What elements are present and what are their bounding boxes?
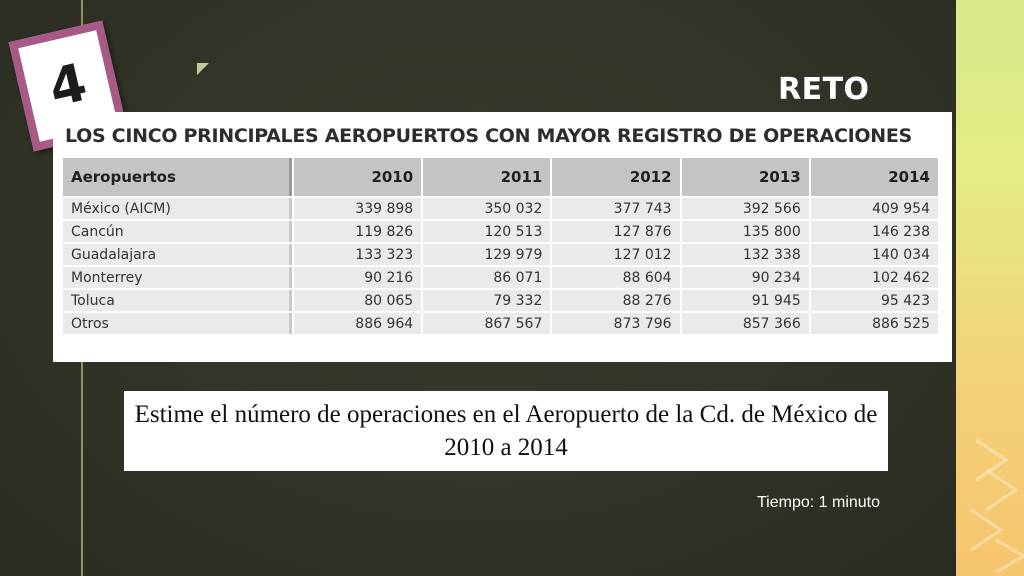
table-row: Monterrey 90 216 86 071 88 604 90 234 10… xyxy=(63,267,938,288)
operations-value: 127 012 xyxy=(552,244,680,265)
column-header-airports: Aeropuertos xyxy=(63,158,292,196)
operations-value: 857 366 xyxy=(681,313,809,334)
operations-value: 91 945 xyxy=(681,290,809,311)
operations-value: 127 876 xyxy=(552,221,680,242)
airport-name: Cancún xyxy=(63,221,292,242)
side-strip-decoration xyxy=(956,0,1024,576)
table-row: Otros 886 964 867 567 873 796 857 366 88… xyxy=(63,313,938,334)
operations-value: 80 065 xyxy=(294,290,422,311)
airport-name: Otros xyxy=(63,313,292,334)
page-title: RETO xyxy=(778,72,870,107)
operations-value: 132 338 xyxy=(681,244,809,265)
airport-name: Monterrey xyxy=(63,267,292,288)
corner-triangle-icon xyxy=(197,63,209,75)
timer-label: Tiempo: 1 minuto xyxy=(757,494,881,511)
operations-value: 120 513 xyxy=(423,221,551,242)
question-box: Estime el número de operaciones en el Ae… xyxy=(124,391,888,471)
column-header-2011: 2011 xyxy=(423,158,551,196)
airport-name: Toluca xyxy=(63,290,292,311)
operations-value: 88 604 xyxy=(552,267,680,288)
column-header-2010: 2010 xyxy=(294,158,422,196)
table-row: Guadalajara 133 323 129 979 127 012 132 … xyxy=(63,244,938,265)
airport-name: Guadalajara xyxy=(63,244,292,265)
table-header-row: Aeropuertos 2010 2011 2012 2013 2014 xyxy=(63,158,938,196)
operations-value: 140 034 xyxy=(810,244,938,265)
airport-operations-table-panel: LOS CINCO PRINCIPALES AEROPUERTOS CON MA… xyxy=(53,112,952,362)
operations-value: 135 800 xyxy=(681,221,809,242)
table-title: LOS CINCO PRINCIPALES AEROPUERTOS CON MA… xyxy=(65,125,912,147)
operations-value: 339 898 xyxy=(294,198,422,219)
gradient-side-strip xyxy=(956,0,1024,576)
operations-value: 90 234 xyxy=(681,267,809,288)
operations-value: 102 462 xyxy=(810,267,938,288)
table-row: México (AICM) 339 898 350 032 377 743 39… xyxy=(63,198,938,219)
operations-value: 90 216 xyxy=(294,267,422,288)
airport-operations-table: Aeropuertos 2010 2011 2012 2013 2014 Méx… xyxy=(61,156,940,336)
column-header-2012: 2012 xyxy=(552,158,680,196)
operations-value: 377 743 xyxy=(552,198,680,219)
operations-value: 146 238 xyxy=(810,221,938,242)
operations-value: 392 566 xyxy=(681,198,809,219)
operations-value: 867 567 xyxy=(423,313,551,334)
operations-value: 95 423 xyxy=(810,290,938,311)
operations-value: 873 796 xyxy=(552,313,680,334)
operations-value: 79 332 xyxy=(423,290,551,311)
operations-value: 133 323 xyxy=(294,244,422,265)
column-header-2013: 2013 xyxy=(681,158,809,196)
operations-value: 119 826 xyxy=(294,221,422,242)
airport-name: México (AICM) xyxy=(63,198,292,219)
table-row: Cancún 119 826 120 513 127 876 135 800 1… xyxy=(63,221,938,242)
operations-value: 886 525 xyxy=(810,313,938,334)
table-row: Toluca 80 065 79 332 88 276 91 945 95 42… xyxy=(63,290,938,311)
operations-value: 86 071 xyxy=(423,267,551,288)
column-header-2014: 2014 xyxy=(810,158,938,196)
operations-value: 88 276 xyxy=(552,290,680,311)
question-text: Estime el número de operaciones en el Ae… xyxy=(134,401,878,461)
operations-value: 886 964 xyxy=(294,313,422,334)
operations-value: 350 032 xyxy=(423,198,551,219)
operations-value: 409 954 xyxy=(810,198,938,219)
operations-value: 129 979 xyxy=(423,244,551,265)
